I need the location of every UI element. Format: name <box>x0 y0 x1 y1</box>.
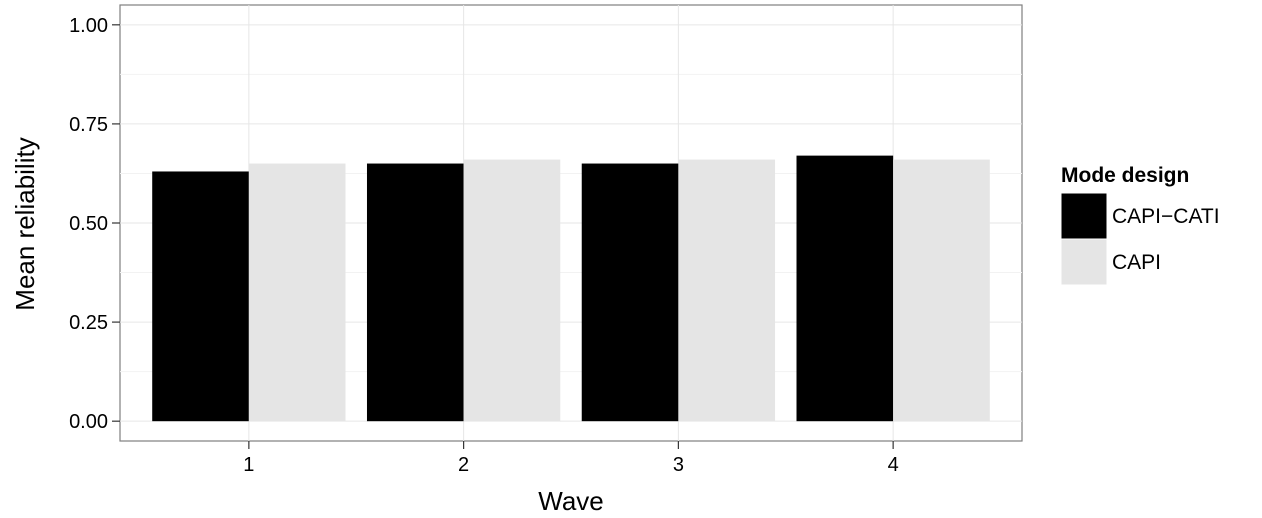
y-tick-label: 1.00 <box>69 15 108 37</box>
legend-label: CAPI <box>1112 251 1161 274</box>
bar <box>893 159 990 422</box>
x-axis-title: Wave <box>538 486 604 516</box>
bar <box>796 155 894 422</box>
bars <box>152 155 990 422</box>
y-axis: 0.00 0.25 0.50 0.75 1.00 <box>69 15 120 433</box>
x-tick-label: 4 <box>888 454 899 476</box>
legend-key <box>1060 238 1108 286</box>
bar <box>463 159 561 422</box>
bar <box>678 159 776 422</box>
legend-label: CAPI−CATI <box>1112 205 1220 228</box>
bar <box>152 171 249 422</box>
legend-title: Mode design <box>1061 164 1189 187</box>
x-tick-label: 2 <box>458 454 469 476</box>
y-axis-title: Mean reliability <box>10 137 40 310</box>
legend-key <box>1060 192 1108 240</box>
legend: Mode design CAPI−CATI CAPI <box>1060 164 1220 286</box>
bar <box>248 163 346 422</box>
y-tick-label: 0.75 <box>69 114 108 136</box>
y-tick-label: 0.50 <box>69 213 108 235</box>
x-axis: 1 2 3 4 <box>243 441 899 476</box>
bar <box>366 163 464 422</box>
x-tick-label: 1 <box>243 454 254 476</box>
x-tick-label: 3 <box>673 454 684 476</box>
y-tick-label: 0.25 <box>69 312 108 334</box>
y-tick-label: 0.00 <box>69 411 108 433</box>
bar <box>581 163 679 422</box>
